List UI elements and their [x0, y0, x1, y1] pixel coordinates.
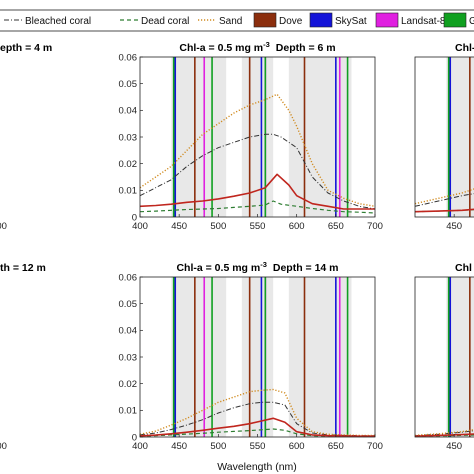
x-tick-label: 550 [250, 441, 266, 452]
series-line [139, 93, 376, 207]
title-chl-text: Chl-a = 0.5 mg m [179, 42, 263, 54]
title-superscript: -3 [260, 260, 267, 269]
legend-entry: Dove [253, 12, 303, 28]
panels-group: 650 700 epth = 4 m 0 0.01 0.02 0.03 0.04 0.05 0.0… [0, 40, 474, 452]
panel-title: Chl-a = 0.5 mg m-3 Depth = 6 m [179, 40, 335, 54]
x-tick-label: 400 [132, 221, 148, 232]
axes-frame [414, 56, 474, 218]
title-chl-text: Chl- [455, 42, 474, 54]
series-line [139, 428, 375, 438]
legend-entry: Bleached coral [4, 16, 91, 27]
legend: Bleached coral Dead coral Sand Dove SkySat La… [0, 9, 474, 32]
panel-top-middle: 0 0.01 0.02 0.03 0.04 0.05 0.06 400 450 500 550 600… [119, 40, 383, 232]
x-tick-label: 400 [132, 441, 148, 452]
panel-title: Chl- [455, 42, 474, 54]
legend-label: Bleached coral [25, 16, 91, 27]
legend-label: G [469, 16, 474, 27]
x-tick-label: 600 [289, 441, 305, 452]
x-tick-label: 550 [250, 221, 266, 232]
spectral-band-shade [288, 57, 352, 217]
spectral-band-shade [171, 277, 227, 437]
x-tick-label: 450 [446, 221, 462, 232]
series-line [414, 188, 474, 205]
x-tick-label: 450 [446, 441, 462, 452]
title-depth-text: Depth = 14 m [273, 262, 339, 274]
series-line [414, 193, 474, 207]
legend-patch-swatch [443, 12, 467, 28]
x-tick-label: 500 [210, 441, 226, 452]
legend-label: Landsat-8 [401, 16, 446, 27]
y-tick-label: 0.02 [119, 159, 138, 170]
spectral-band-shade [171, 57, 227, 217]
legend-patch-swatch [253, 12, 277, 28]
title-chl-text: Chl-a = 0.5 mg m [176, 262, 260, 274]
legend-label: Sand [219, 16, 242, 27]
y-tick-label: 0.01 [119, 186, 138, 197]
legend-patch-swatch [309, 12, 333, 28]
title-depth-text: epth = 4 m [0, 42, 52, 54]
x-tick-label: 600 [289, 221, 305, 232]
panel-title: Chl-a = 0.5 mg m-3 Depth = 14 m [176, 260, 338, 274]
y-tick-label: 0.05 [119, 79, 138, 90]
axes-frame [414, 276, 474, 438]
legend-entry: Landsat-8 [375, 12, 446, 28]
title-chl-text: Chl [455, 262, 472, 274]
panel-title: Chl [455, 262, 472, 274]
panel-title: th = 12 m [0, 262, 46, 274]
x-tick-label: 700 [0, 441, 7, 452]
legend-label: Dead coral [141, 16, 189, 27]
x-tick-label: 700 [367, 221, 383, 232]
series-line [139, 388, 375, 437]
y-tick-label: 0 [132, 212, 137, 223]
y-tick-label: 0.06 [119, 52, 138, 63]
x-tick-label: 650 [328, 221, 344, 232]
legend-entry: SkySat [309, 12, 367, 28]
spectral-band-shade [288, 277, 352, 437]
y-tick-label: 0.03 [119, 132, 138, 143]
y-tick-label: 0.01 [119, 406, 138, 417]
title-superscript: -3 [263, 40, 270, 49]
legend-entry: Sand [198, 16, 242, 27]
y-tick-label: 0 [132, 432, 137, 443]
series-line [414, 433, 474, 437]
x-axis-label: Wavelength (nm) [217, 461, 297, 473]
spectral-band-shade [241, 277, 274, 437]
legend-label: SkySat [335, 16, 367, 27]
panel-bottom-right: 450 Chl [414, 262, 474, 452]
y-tick-label: 0.02 [119, 379, 138, 390]
title-depth-text: Depth = 6 m [276, 42, 336, 54]
series-line [414, 208, 474, 213]
y-tick-label: 0.03 [119, 352, 138, 363]
y-tick-label: 0.04 [119, 106, 138, 117]
legend-label: Dove [279, 16, 303, 27]
legend-entry: G [443, 12, 474, 28]
x-tick-label: 700 [367, 441, 383, 452]
x-tick-label: 500 [210, 221, 226, 232]
legend-box [0, 9, 474, 32]
y-tick-label: 0.06 [119, 272, 138, 283]
panel-title: epth = 4 m [0, 42, 52, 54]
legend-entry: Dead coral [120, 16, 189, 27]
series-line [414, 428, 474, 437]
series-line [139, 173, 375, 210]
x-tick-label: 700 [0, 221, 7, 232]
series-line [139, 133, 376, 210]
y-tick-label: 0.05 [119, 299, 138, 310]
legend-patch-swatch [375, 12, 399, 28]
x-tick-label: 650 [328, 441, 344, 452]
x-tick-label: 450 [171, 441, 187, 452]
panel-top-right: 450 Chl- [414, 42, 474, 232]
x-tick-label: 450 [171, 221, 187, 232]
series-line [139, 417, 375, 437]
panel-top-left: 650700epth = 4 m [0, 42, 52, 232]
title-depth-text: th = 12 m [0, 262, 46, 274]
panel-bottom-left: 650700th = 12 m [0, 262, 46, 452]
y-tick-label: 0.04 [119, 326, 138, 337]
panel-bottom-middle: 0 0.01 0.02 0.03 0.04 0.05 0.06 400 450 500 550 600… [119, 260, 383, 452]
